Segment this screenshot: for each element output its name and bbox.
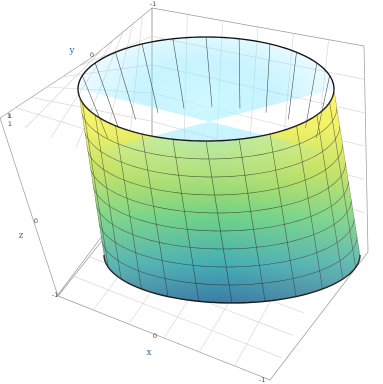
surface-inner-mesh-vertical	[205, 36, 213, 108]
axes-box-edge	[363, 45, 369, 253]
surface-inner-mesh-vertical	[141, 43, 159, 113]
axes-box-edge	[0, 117, 59, 297]
surface-inner-mesh-vertical	[305, 62, 318, 129]
z-tick-label: 1	[8, 112, 12, 120]
z-axis-label: z	[19, 231, 24, 241]
y-tick-label: 0	[90, 51, 94, 59]
x-tick-label: -1	[259, 376, 265, 384]
x-tick-label: 0	[153, 332, 157, 340]
x-axis-label: x	[146, 348, 151, 358]
z-tick-label: 0	[34, 217, 38, 225]
y-axis-label: y	[68, 46, 75, 56]
surface-inner-mesh-vertical	[288, 52, 297, 120]
grid-line	[25, 47, 104, 129]
surface-inner-mesh-vertical	[115, 52, 136, 120]
z-tick-label: 1	[8, 120, 12, 128]
surface	[77, 36, 361, 304]
surface-top-rim-back	[77, 36, 335, 90]
surface-inner-mesh-vertical	[172, 38, 185, 109]
y-tick-label: -1	[150, 0, 156, 8]
z-tick-label: 1	[7, 112, 11, 120]
surface-inner-mesh-vertical	[238, 38, 241, 109]
surface-sheen	[78, 89, 360, 303]
surface-inner-mesh-vertical	[94, 62, 119, 129]
surface-inner-mesh-vertical	[265, 43, 271, 113]
axes-box-edge	[269, 251, 369, 381]
z-tick-label: -1	[52, 291, 58, 299]
